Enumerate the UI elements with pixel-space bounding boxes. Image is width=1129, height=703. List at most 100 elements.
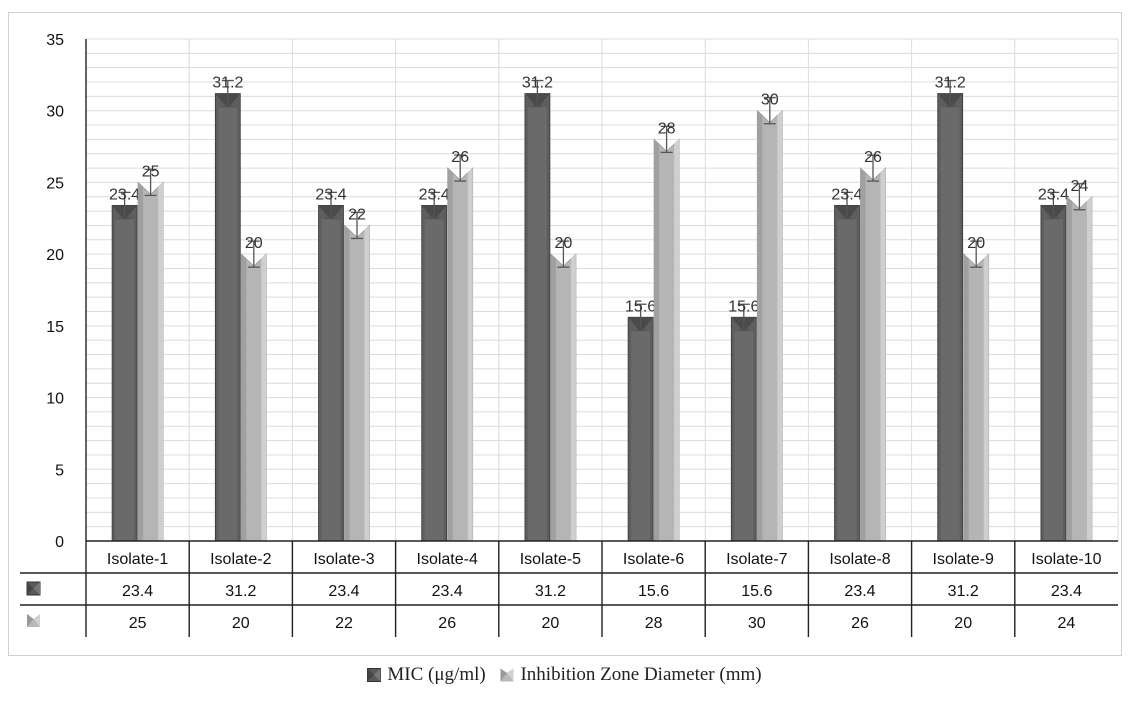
data-label: 15.6 [728,298,759,315]
table-cell-zone: 20 [954,615,972,632]
data-label: 23.4 [831,186,862,203]
bar-face [631,331,651,541]
bar-zone: 26 [447,149,474,542]
bar-mic: 23.4 [1038,186,1069,542]
error-bar [867,154,879,182]
error-bar [1073,183,1086,211]
data-label: 25 [142,163,160,180]
bar-bevel [467,168,473,542]
bar-face [321,219,341,541]
bar-zone: 20 [963,235,990,542]
bar-bevel [241,254,247,541]
error-bar [118,191,131,220]
x-tick-label: Isolate-4 [417,551,478,568]
bar-mic: 23.4 [315,186,347,542]
error-bar [325,191,337,220]
bar-face [218,107,238,541]
data-label: 30 [761,92,779,109]
bar-mic: 23.4 [109,186,140,542]
data-label: 22 [348,206,366,223]
bar-zone: 30 [756,92,783,542]
bar-mic: 23.4 [831,186,863,542]
x-tick-label: Isolate-1 [107,551,168,568]
legend-label-mic: MIC (μg/ml) [387,664,486,685]
error-bar [1047,191,1060,220]
data-label: 20 [555,235,573,252]
y-tick-label: 30 [46,104,64,121]
data-label: 20 [245,235,263,252]
table-cell-mic: 23.4 [328,583,359,600]
y-axis-ticks: 0 5 10 15 20 25 30 35 [46,32,64,551]
bar-bevel [860,168,866,542]
y-tick-label: 35 [46,32,64,49]
table-cell-mic: 31.2 [535,583,566,600]
table-cell-mic: 23.4 [432,583,463,600]
table-cell-zone: 26 [851,615,869,632]
bar-face [1043,219,1063,541]
data-label: 23.4 [419,186,450,203]
bar-zone: 28 [653,120,680,542]
table-cell-mic: 23.4 [844,583,875,600]
error-bar [763,97,776,125]
data-label: 23.4 [1038,186,1069,203]
legend-item-zone: Inhibition Zone Diameter (mm) [500,664,762,686]
bar-bevel [757,110,763,541]
error-bar [634,303,647,331]
bar-face [837,219,857,541]
table-cell-mic: 23.4 [1051,583,1082,600]
data-label: 31.2 [522,75,553,92]
table-cell-zone: 26 [438,615,456,632]
bar-bevel [1086,196,1092,541]
bar-bevel [550,254,556,541]
table-cell-zone: 28 [645,615,663,632]
bar-zone: 20 [550,235,577,542]
bar-zone: 26 [860,149,886,542]
bar-face [734,331,754,541]
table-cell-zone: 20 [232,615,250,632]
bar-bevel [654,139,660,541]
x-tick-label: Isolate-5 [520,551,581,568]
table-cell-zone: 20 [542,615,560,632]
data-label: 26 [864,149,882,166]
y-tick-label: 0 [55,534,64,551]
error-bar [841,191,853,220]
table-cell-zone: 30 [748,615,766,632]
data-table: Isolate-1 23.4 25 Isolate-2 31.2 20 Isolate-3 2… [20,541,1118,637]
table-key-mic [26,581,41,596]
data-label: 31.2 [935,75,966,92]
legend-label-zone: Inhibition Zone Diameter (mm) [520,664,762,685]
data-label: 24 [1071,178,1089,195]
bar-bevel [364,225,370,541]
error-bar [247,240,260,268]
data-label: 20 [967,235,985,252]
bar-bevel [1066,196,1072,541]
data-label: 15.6 [625,298,656,315]
x-tick-label: Isolate-2 [210,551,271,568]
x-tick-label: Isolate-7 [726,551,787,568]
error-bar [970,240,983,268]
bar-mic: 23.4 [419,186,450,542]
data-label: 31.2 [212,75,243,92]
data-label: 23.4 [315,186,346,203]
error-bar [351,211,363,240]
table-cell-zone: 22 [335,615,353,632]
bar-bevel [674,139,680,541]
error-bar [944,79,957,108]
bar-bevel [158,182,164,541]
error-bar [144,168,157,197]
y-tick-label: 20 [46,247,64,264]
bar-face [527,107,547,541]
error-bar [660,125,673,154]
legend: MIC (μg/ml) Inhibition Zone Diameter (mm… [0,664,1129,688]
bars: 23.42531.22023.42223.42631.22015.62815.6… [109,75,1093,542]
error-bar [428,191,441,220]
bar-face [115,219,135,541]
bar-bevel [447,168,453,542]
data-label: 28 [658,120,676,137]
table-cell-mic: 15.6 [741,583,772,600]
bar-mic: 31.2 [212,75,243,542]
table-cell-zone: 24 [1058,615,1076,632]
bar-face [424,219,444,541]
bar-bevel [963,254,969,541]
table-key-zone [27,614,40,627]
